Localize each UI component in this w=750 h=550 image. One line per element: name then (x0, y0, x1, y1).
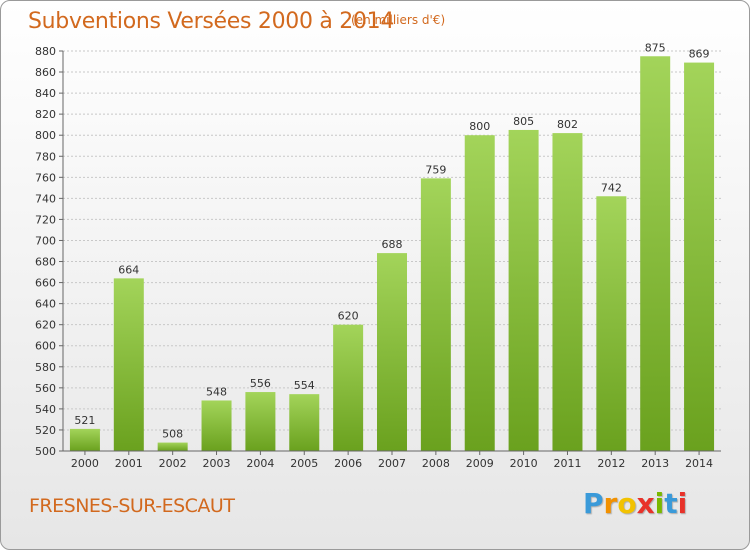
y-axis-ticks: 500 520 540 560 580 600 620 640 660 680 700 720 740 7… (35, 45, 63, 458)
data-label-2011: 802 (557, 118, 578, 131)
bar-2004 (245, 392, 276, 451)
x-tick-label: 2003 (203, 457, 231, 470)
x-tick-label: 2009 (466, 457, 494, 470)
logo-letter: i (654, 487, 665, 520)
x-tick-label: 2000 (71, 457, 99, 470)
bar-2002 (157, 442, 188, 451)
bar-2013 (640, 56, 671, 452)
x-tick-label: 2004 (246, 457, 274, 470)
logo-letter: i (677, 487, 688, 520)
commune-name: FRESNES-SUR-ESCAUT (29, 495, 235, 517)
x-tick-label: 2014 (685, 457, 713, 470)
data-label-2001: 664 (118, 263, 139, 276)
y-tick-label: 540 (35, 403, 56, 416)
bar-2008 (420, 178, 451, 452)
bar-2014 (684, 62, 715, 451)
data-label-2008: 759 (425, 163, 446, 176)
data-label-2004: 556 (250, 377, 271, 390)
bar-2006 (333, 324, 364, 451)
chart-subtitle: (en milliers d'€) (351, 13, 446, 27)
data-label-2002: 508 (162, 428, 183, 441)
chart-title: Subventions Versées 2000 à 2014 (28, 9, 395, 34)
y-tick-label: 720 (35, 213, 56, 226)
logo-letter: t (664, 487, 678, 520)
x-tick-label: 2007 (378, 457, 406, 470)
y-tick-label: 760 (35, 171, 56, 184)
bar-2009 (464, 135, 495, 452)
y-tick-label: 620 (35, 319, 56, 332)
logo-letter: r (603, 487, 618, 520)
logo-letter: o (617, 487, 637, 520)
x-tick-label: 2013 (641, 457, 669, 470)
bar-2001 (113, 278, 144, 451)
x-tick-label: 2008 (422, 457, 450, 470)
y-tick-label: 780 (35, 150, 56, 163)
bar-2003 (201, 400, 232, 451)
data-label-2009: 800 (469, 120, 490, 133)
x-tick-label: 2010 (510, 457, 538, 470)
x-tick-label: 2012 (597, 457, 625, 470)
data-label-2005: 554 (294, 379, 315, 392)
y-tick-label: 700 (35, 234, 56, 247)
bar-2007 (377, 253, 407, 451)
y-tick-label: 840 (35, 87, 56, 100)
y-tick-label: 680 (35, 256, 56, 269)
x-tick-label: 2001 (115, 457, 143, 470)
data-label-2006: 620 (338, 310, 359, 323)
x-tick-label: 2005 (290, 457, 318, 470)
data-label-2012: 742 (601, 181, 622, 194)
x-tick-label: 2011 (553, 457, 581, 470)
bar-2012 (596, 196, 627, 451)
y-tick-label: 860 (35, 66, 56, 79)
x-tick-label: 2002 (159, 457, 187, 470)
data-label-2013: 875 (645, 41, 666, 54)
data-label-2014: 869 (689, 48, 710, 61)
logo-letter: P (583, 487, 604, 520)
y-tick-label: 820 (35, 108, 56, 121)
proxiti-logo[interactable]: Proxiti (583, 487, 687, 520)
y-tick-label: 660 (35, 277, 56, 290)
data-label-2003: 548 (206, 385, 227, 398)
y-tick-label: 600 (35, 340, 56, 353)
y-tick-label: 800 (35, 129, 56, 142)
y-tick-label: 880 (35, 45, 56, 58)
x-axis-ticks: 2000 2001 2002 2003 2004 2005 2006 2007 2008 2009… (71, 451, 713, 470)
y-tick-label: 640 (35, 298, 56, 311)
y-tick-label: 500 (35, 445, 56, 458)
bars (69, 56, 715, 452)
data-label-2000: 521 (74, 414, 95, 427)
data-label-2007: 688 (382, 238, 403, 251)
data-labels: 521 664 508 548 556 554 620 688 759 800 805 802 742 8… (74, 41, 709, 440)
bar-2011 (552, 133, 583, 451)
data-label-2010: 805 (513, 115, 534, 128)
y-tick-label: 740 (35, 192, 56, 205)
x-tick-label: 2006 (334, 457, 362, 470)
bar-2010 (508, 129, 539, 451)
bar-2000 (69, 428, 100, 451)
y-tick-label: 560 (35, 382, 56, 395)
bar-2005 (289, 394, 320, 451)
logo-letter: x (636, 487, 655, 520)
y-tick-label: 580 (35, 361, 56, 374)
y-tick-label: 520 (35, 424, 56, 437)
